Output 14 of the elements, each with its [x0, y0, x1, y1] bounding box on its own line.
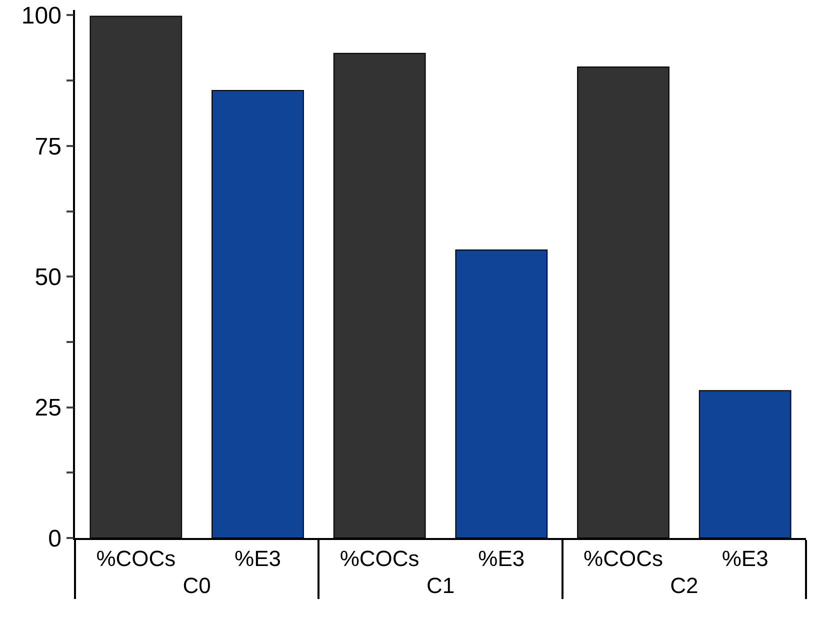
y-tick-label: 100 — [21, 2, 62, 30]
y-tick-label: 75 — [34, 133, 62, 160]
text: %E3 — [722, 546, 768, 572]
x-tick-label: C0 — [182, 573, 211, 598]
x-tick-label: C2 — [670, 573, 698, 598]
text: %E3 — [478, 546, 525, 572]
series-label: %E3 — [234, 546, 281, 572]
y-tick-label: 25 — [34, 394, 62, 422]
series-label: %COCs — [96, 546, 176, 572]
text: %COCs — [340, 546, 420, 572]
text: %COCs — [584, 546, 663, 572]
y-tick-label: 0 — [48, 525, 62, 552]
y-tick-label: 50 — [34, 264, 62, 292]
x-tick-label: C1 — [426, 573, 455, 598]
